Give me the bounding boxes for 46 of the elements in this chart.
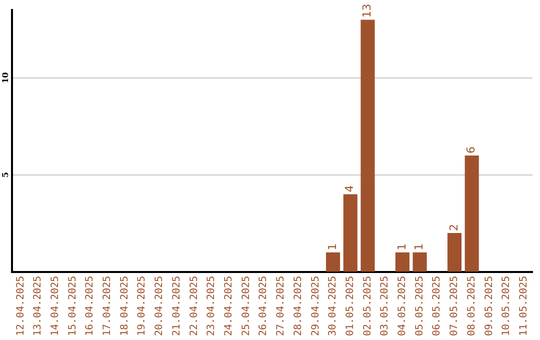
x-tick-label: 15.04.2025 [67,276,78,336]
x-tick-label: 29.04.2025 [310,276,322,336]
data-label: 2 [447,224,460,232]
bar [464,155,479,272]
bar [395,252,410,272]
x-tick-label: 27.04.2025 [276,276,287,336]
x-tick-label: 26.04.2025 [258,276,270,336]
x-tick-label: 08.05.2025 [466,276,478,336]
data-label: 1 [412,243,426,250]
x-tick-label: 25.04.2025 [240,276,252,336]
bar [326,252,340,272]
x-tick-label: 04.05.2025 [397,276,408,336]
x-tick-label: 30.04.2025 [328,276,339,336]
bar [343,194,358,272]
x-tick-label: 13.04.2025 [32,276,44,336]
x-tick-label: 21.04.2025 [171,276,182,336]
bar [412,252,427,272]
data-label: 6 [464,146,478,154]
x-tick-label: 24.04.2025 [224,276,234,336]
x-tick-label: 23.04.2025 [206,276,218,336]
x-tick-label: 20.04.2025 [154,276,166,336]
x-tick-label: 05.05.2025 [414,276,426,336]
data-label: 13 [360,4,374,18]
x-tick-label: 12.04.2025 [15,276,26,336]
x-tick-label: 28.04.2025 [292,276,304,336]
bar [360,20,375,272]
data-label: 1 [395,243,408,250]
bar [447,233,462,272]
x-tick-label: 11.05.2025 [518,276,530,336]
x-tick-label: 03.05.2025 [380,276,391,336]
x-tick-label: 07.05.2025 [449,276,460,336]
y-tick-label: 5 [0,172,10,178]
x-tick-label: 19.04.2025 [136,276,148,336]
x-tick-label: 06.05.2025 [432,276,443,336]
x-tick-label: 02.05.2025 [362,276,374,336]
y-tick-label: 10 [0,72,10,84]
x-tick-label: 10.05.2025 [501,276,512,336]
x-tick-label: 16.04.2025 [84,276,96,336]
data-label: 4 [343,185,356,192]
x-tick-label: 22.04.2025 [188,276,200,336]
x-tick-label: 14.04.2025 [50,276,61,336]
data-label: 1 [326,243,339,250]
x-tick-label: 09.05.2025 [484,276,495,336]
x-tick-label: 17.04.2025 [102,276,114,336]
x-tick-label: 18.04.2025 [119,276,130,336]
x-tick-label: 01.05.2025 [344,276,356,336]
